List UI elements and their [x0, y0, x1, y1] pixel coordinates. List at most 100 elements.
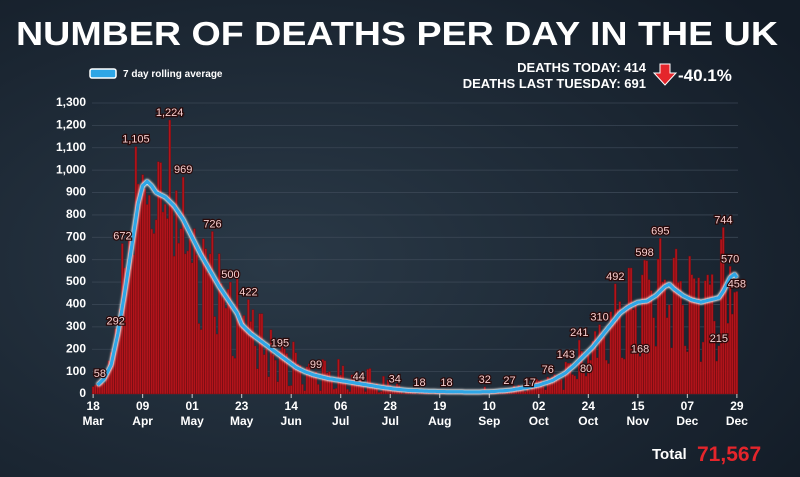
y-tick-label: 1,300 [56, 95, 86, 109]
bar [134, 146, 138, 395]
bar [244, 330, 248, 395]
bar [429, 393, 432, 395]
bar [314, 371, 318, 395]
bar [609, 311, 613, 395]
bar [260, 313, 264, 395]
bar [528, 389, 532, 395]
bar [715, 360, 718, 395]
bar [683, 345, 687, 395]
bar [602, 336, 606, 395]
data-label: 492 [606, 271, 624, 283]
bar [551, 376, 554, 395]
bar [233, 357, 237, 395]
data-label: 598 [635, 247, 653, 259]
bar [319, 390, 322, 395]
bar [307, 363, 311, 395]
bar [647, 279, 651, 395]
bar [578, 339, 581, 395]
bar [249, 321, 252, 395]
bar [172, 255, 176, 395]
bar [555, 379, 559, 395]
bar [521, 389, 525, 395]
bar [735, 291, 739, 395]
x-tick-label: 23 May [230, 399, 254, 428]
bar [226, 289, 230, 395]
bar [719, 239, 723, 395]
bar [335, 388, 338, 395]
bar [641, 274, 644, 395]
x-tick-label: 07 Dec [676, 399, 698, 428]
bar [571, 374, 574, 395]
bar [215, 333, 219, 395]
bar [224, 307, 228, 395]
bar [231, 355, 234, 395]
bar [638, 356, 642, 395]
bar [706, 274, 709, 395]
bar [123, 267, 126, 395]
plot-area: 0 100 200 300 400 500 600 700 800 900 1,000 1,100 1,… [56, 95, 748, 428]
bar [280, 338, 284, 395]
bar [96, 384, 99, 395]
bar [154, 219, 158, 395]
bar [296, 363, 300, 395]
bar [625, 304, 628, 395]
bar [127, 240, 131, 395]
bar [686, 351, 689, 395]
data-label: 672 [113, 231, 131, 243]
data-label: 80 [580, 363, 592, 375]
bar [620, 357, 624, 395]
x-tick-label: 24 Oct [578, 399, 598, 428]
bar [566, 363, 570, 395]
bar [524, 391, 527, 395]
bar [402, 393, 405, 395]
bar [298, 365, 302, 395]
bar [443, 392, 446, 395]
bar [614, 283, 617, 395]
bar [114, 328, 117, 395]
bar [148, 195, 151, 395]
bar [170, 204, 174, 395]
bar [510, 391, 514, 395]
y-tick-label: 1,100 [56, 140, 86, 154]
legend: 7 day rolling average [89, 68, 223, 80]
bar [362, 386, 365, 395]
bar [166, 218, 169, 395]
bar [184, 253, 187, 395]
bar [564, 361, 568, 395]
bar [542, 386, 545, 395]
bar [697, 277, 700, 395]
bar [391, 390, 394, 395]
bar [150, 228, 153, 395]
bar [267, 376, 270, 395]
bar [692, 278, 696, 395]
bar [303, 390, 306, 395]
legend-swatch [89, 68, 117, 79]
bar [289, 385, 293, 395]
bar [199, 329, 203, 395]
y-tick-label: 800 [66, 207, 86, 221]
bar [582, 363, 586, 395]
data-label: 310 [590, 312, 608, 324]
bar [679, 280, 682, 395]
bar [274, 359, 277, 395]
total-value: 71,567 [697, 443, 761, 466]
bar [377, 392, 381, 395]
bar [600, 332, 604, 395]
bar [251, 309, 255, 395]
bar [177, 242, 180, 395]
bar [380, 391, 383, 395]
bar [326, 372, 329, 395]
bar [708, 284, 712, 395]
bar [271, 354, 275, 395]
bar [627, 267, 631, 395]
rolling-average-line [96, 179, 739, 394]
bar [562, 389, 565, 395]
bar [143, 188, 147, 395]
data-label: 1,224 [156, 107, 184, 119]
bar [413, 392, 417, 395]
bar [726, 323, 730, 395]
data-label: 168 [631, 343, 649, 355]
bar [359, 379, 363, 395]
bar [204, 248, 207, 395]
bar [557, 379, 561, 395]
